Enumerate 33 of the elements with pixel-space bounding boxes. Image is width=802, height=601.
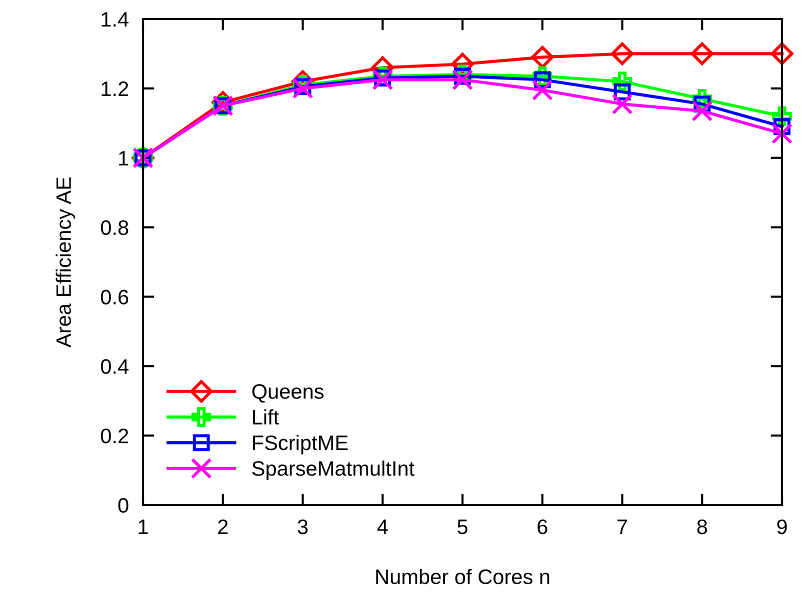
legend-label: FScriptME — [253, 434, 348, 454]
y-tick-label: 1.4 — [102, 12, 129, 27]
point — [690, 42, 714, 66]
y-tick-label: 0.6 — [100, 290, 128, 304]
legend-label: Lift — [253, 409, 279, 424]
y-axis-title: Area Efficiency AE — [56, 177, 76, 348]
point — [532, 80, 553, 101]
x-tick-label: 1 — [138, 520, 148, 534]
point — [770, 42, 794, 66]
x-tick-label: 5 — [458, 520, 468, 534]
x-axis-title: Number of Cores n — [376, 568, 550, 584]
x-tick-label: 9 — [777, 519, 787, 534]
x-tick-label: 2 — [218, 519, 228, 534]
y-tick-label: 0.8 — [100, 220, 128, 236]
point — [372, 69, 394, 90]
point — [771, 123, 793, 144]
point — [610, 42, 634, 66]
x-tick-label: 3 — [298, 519, 308, 534]
point — [292, 78, 314, 99]
y-tick-label: 1.2 — [102, 81, 128, 96]
point — [612, 93, 633, 115]
x-tick-label: 8 — [697, 519, 708, 534]
y-tick-label: 0.2 — [100, 428, 128, 444]
y-tick-label: 1 — [119, 151, 128, 166]
point — [452, 69, 474, 90]
y-tick-label: 0 — [118, 498, 128, 513]
legend-label: SparseMatmultInt — [252, 460, 414, 480]
x-tick-label: 4 — [377, 520, 388, 534]
y-tick-label: 0.4 — [100, 359, 129, 374]
point — [692, 100, 713, 122]
legend-label: Queens — [252, 384, 324, 403]
x-tick-label: 6 — [538, 519, 548, 534]
x-tick-label: 7 — [618, 520, 627, 534]
